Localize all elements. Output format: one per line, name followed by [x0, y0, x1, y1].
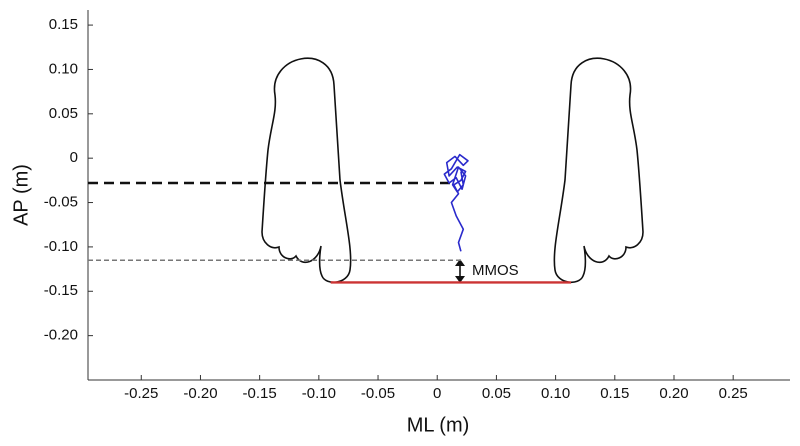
x-tick-label: 0.25 [719, 385, 748, 402]
x-tick-label: -0.15 [243, 385, 277, 402]
y-tick-label: 0.10 [49, 60, 78, 77]
feet [261, 57, 644, 283]
x-tick-label: 0.15 [600, 385, 629, 402]
y-tick-label: -0.10 [44, 238, 78, 255]
y-tick-label: 0 [70, 149, 78, 166]
x-tick-label: -0.20 [183, 385, 217, 402]
y-tick-label: -0.15 [44, 282, 78, 299]
x-tick-label: 0.20 [659, 385, 688, 402]
series-line [443, 153, 469, 252]
right-foot [553, 57, 644, 283]
y-tick-label: -0.20 [44, 327, 78, 344]
x-tick-label: -0.10 [302, 385, 336, 402]
y-tick-label: 0.15 [49, 16, 78, 33]
y-tick-label: 0.05 [49, 105, 78, 122]
y-axis-title: AP (m) [10, 164, 32, 226]
x-axis-title: ML (m) [407, 414, 470, 436]
mmos-arrow [455, 259, 465, 283]
x-tick-label: -0.05 [361, 385, 395, 402]
left-foot [261, 57, 352, 283]
x-tick-label: 0.10 [541, 385, 570, 402]
x-tick-label: -0.25 [124, 385, 158, 402]
x-tick-label: 0.05 [482, 385, 511, 402]
annotation: MMOS [472, 262, 519, 279]
x-tick-label: 0 [433, 385, 441, 402]
y-tick-label: -0.05 [44, 194, 78, 211]
